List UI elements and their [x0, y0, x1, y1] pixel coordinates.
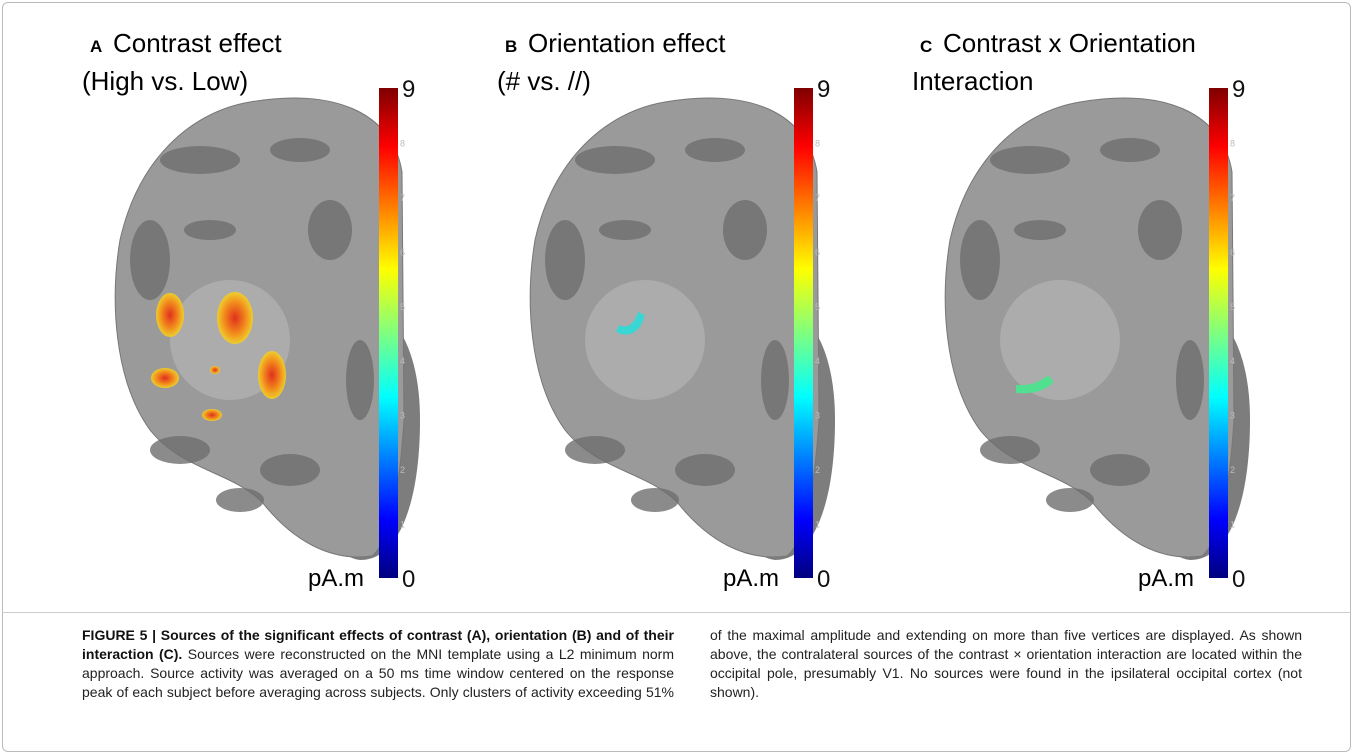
colorbar-tick-label: 3	[1230, 411, 1235, 421]
sulcus	[270, 138, 330, 162]
colorbar-tick-label: 9	[402, 76, 415, 103]
sulcus	[685, 138, 745, 162]
highlight	[1000, 280, 1120, 400]
colorbar-tick-label: 8	[815, 138, 820, 148]
colorbar-tick-label: 6	[1230, 247, 1235, 257]
colorbar-tick-label: 1	[400, 520, 405, 530]
colorbar-tick-label: 0	[817, 566, 830, 593]
sulcus	[1100, 138, 1160, 162]
panel-subtitle: Interaction	[912, 66, 1033, 96]
sulcus	[990, 146, 1070, 174]
sulcus	[631, 488, 679, 512]
unit-label: pA.m	[723, 565, 779, 592]
panel-title: Contrast effect	[113, 28, 282, 58]
colorbar-tick-label: 3	[400, 411, 405, 421]
colorbar-tick-label: 3	[815, 411, 820, 421]
sulcus	[130, 220, 170, 300]
panel: A Contrast effect (High vs. Low) 0 1 2 3 4 5 6 7 8 9…	[82, 28, 420, 593]
caption-rule	[2, 612, 1351, 613]
colorbar-tick-label: 1	[815, 520, 820, 530]
colorbar	[794, 88, 813, 578]
colorbar-tick-label: 2	[815, 465, 820, 475]
panel-letter: B	[505, 37, 517, 56]
panel: C Contrast x Orientation Interaction 0 1 2 3 4 5…	[912, 28, 1250, 593]
panel-title: Orientation effect	[528, 28, 726, 58]
colorbar-tick-label: 2	[1230, 465, 1235, 475]
colorbar-tick-label: 1	[1230, 520, 1235, 530]
sulcus	[960, 220, 1000, 300]
colorbar-tick-label: 9	[1232, 76, 1245, 103]
colorbar-tick-label: 4	[400, 356, 405, 366]
sulcus	[160, 146, 240, 174]
colorbar-tick-label: 0	[1232, 566, 1245, 593]
sulcus	[150, 436, 210, 464]
colorbar-tick-label: 8	[400, 138, 405, 148]
activation	[1016, 375, 1054, 394]
caption-label: FIGURE 5 | Sources of the significant ef…	[82, 627, 674, 662]
colorbar-tick-label: 0	[402, 566, 415, 593]
unit-label: pA.m	[308, 565, 364, 592]
panel: B Orientation effect (# vs. //) 0 1 2 3 4 5 6 7 8 9 p…	[497, 28, 835, 593]
colorbar-tick-label: 5	[815, 302, 820, 312]
colorbar-tick-label: 6	[400, 247, 405, 257]
sulcus	[184, 220, 236, 240]
activation	[156, 293, 184, 337]
activation	[616, 311, 645, 335]
panel-subtitle: (High vs. Low)	[82, 66, 248, 96]
panel-title: Contrast x Orientation	[943, 28, 1196, 58]
sulcus	[599, 220, 651, 240]
panel-letter: C	[920, 37, 932, 56]
caption-text: Sources were reconstructed on the MNI te…	[82, 627, 1302, 700]
colorbar-tick-label: 5	[1230, 302, 1235, 312]
colorbar	[1209, 88, 1228, 578]
sulcus	[216, 488, 264, 512]
colorbar-tick-label: 4	[815, 356, 820, 366]
sulcus	[1176, 340, 1204, 420]
colorbar-tick-label: 6	[815, 247, 820, 257]
colorbar	[379, 88, 398, 578]
sulcus	[723, 200, 767, 260]
colorbar-tick-label: 7	[1230, 193, 1235, 203]
activation	[151, 368, 179, 388]
activation	[210, 366, 220, 374]
colorbar-tick-label: 7	[400, 193, 405, 203]
colorbar-tick-label: 7	[815, 193, 820, 203]
panel-letter: A	[90, 37, 102, 56]
sulcus	[1090, 454, 1150, 486]
sulcus	[346, 340, 374, 420]
sulcus	[1046, 488, 1094, 512]
sulcus	[575, 146, 655, 174]
sulcus	[675, 454, 735, 486]
caption: FIGURE 5 | Sources of the significant ef…	[82, 626, 1302, 702]
sulcus	[308, 200, 352, 260]
sulcus	[1138, 200, 1182, 260]
colorbar-tick-label: 5	[400, 302, 405, 312]
sulcus	[545, 220, 585, 300]
figure: A Contrast effect (High vs. Low) 0 1 2 3 4 5 6 7 8 9…	[82, 28, 1250, 593]
sulcus	[565, 436, 625, 464]
sulcus	[980, 436, 1040, 464]
sulcus	[260, 454, 320, 486]
panel-subtitle: (# vs. //)	[497, 66, 591, 96]
highlight	[585, 280, 705, 400]
unit-label: pA.m	[1138, 565, 1194, 592]
activation	[202, 409, 222, 421]
sulcus	[761, 340, 789, 420]
activation	[258, 351, 286, 399]
colorbar-tick-label: 8	[1230, 138, 1235, 148]
activation	[217, 292, 253, 344]
colorbar-tick-label: 9	[817, 76, 830, 103]
colorbar-tick-label: 4	[1230, 356, 1235, 366]
colorbar-tick-label: 2	[400, 465, 405, 475]
sulcus	[1014, 220, 1066, 240]
